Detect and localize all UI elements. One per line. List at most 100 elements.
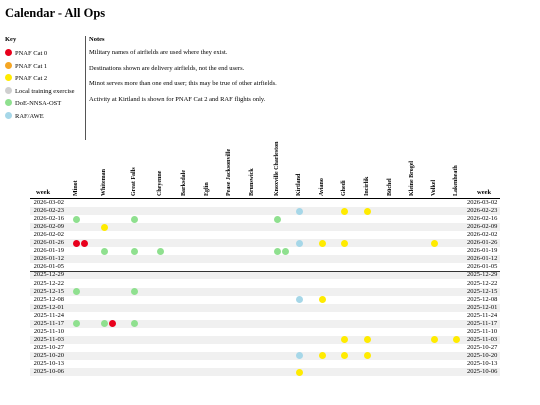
table-row: [30, 207, 500, 216]
key-item: PNAF Cat 2: [5, 74, 47, 83]
event-dot: [101, 223, 108, 231]
week-label: 2025-10-20: [33, 351, 64, 359]
column-header: Minot: [73, 180, 79, 196]
week-label: 2025-11-24: [467, 311, 498, 319]
week-label: 2025-10-13: [467, 360, 498, 367]
week-label: 2026-02-23: [33, 207, 64, 215]
key-item: PNAF Cat 0: [5, 49, 47, 58]
week-label: 2025-10-06: [467, 368, 498, 376]
event-dot: [364, 207, 371, 215]
week-label: 2026-02-16: [33, 215, 64, 223]
week-label: 2025-11-03: [467, 335, 498, 343]
week-label: 2025-10-27: [467, 343, 498, 351]
table-row: [30, 351, 500, 360]
week-label: 2026-01-26: [33, 239, 64, 247]
key-item-label: PNAF Cat 0: [15, 50, 48, 57]
event-dot: [431, 336, 438, 344]
event-dot: [296, 207, 303, 215]
table-row: [30, 335, 500, 344]
week-label: 2026-01-05: [467, 263, 498, 271]
column-header: Eglin: [204, 182, 210, 196]
event-dot: [341, 239, 348, 247]
key-item-label: PNAF Cat 2: [15, 75, 48, 83]
key-notes-panel: Key Notes PNAF Cat 0 PNAF Cat 1 PNAF Cat 2…: [5, 36, 305, 140]
table-row: [30, 296, 500, 304]
week-label: 2026-01-26: [467, 239, 498, 247]
table-row: [30, 223, 500, 232]
event-dot: [157, 247, 164, 255]
legend-dot-icon: [5, 61, 12, 69]
event-dot: [296, 368, 303, 376]
key-heading: Key: [5, 36, 17, 43]
table-row: [30, 215, 500, 223]
event-dot: [341, 207, 348, 215]
legend-dot-icon: [5, 86, 12, 94]
week-label: 2025-11-24: [33, 311, 64, 319]
event-dot: [73, 320, 80, 328]
header-divider: [30, 198, 500, 199]
event-dot: [109, 320, 116, 328]
key-item-label: DoE-NNSA-OST: [15, 100, 62, 108]
event-dot: [319, 239, 326, 247]
event-dot: [453, 336, 460, 344]
column-header: Aviano: [319, 178, 325, 196]
week-label: 2026-01-12: [33, 255, 64, 263]
week-label: 2025-12-22: [467, 279, 498, 287]
key-item-label: RAF/AWE: [15, 113, 44, 120]
event-dot: [131, 288, 138, 296]
week-label: 2025-12-29: [467, 271, 498, 279]
week-label: 2025-12-15: [33, 287, 64, 295]
key-item-label: PNAF Cat 1: [15, 62, 48, 70]
table-row: [30, 271, 500, 280]
column-header: Whiteman: [101, 169, 107, 196]
key-notes-divider: [85, 36, 86, 140]
legend-dot-icon: [5, 99, 12, 107]
week-label: 2025-12-08: [467, 295, 498, 303]
legend-dot-icon: [5, 74, 12, 82]
table-row: [30, 280, 500, 288]
column-header: Brunswick: [249, 168, 255, 196]
column-header: Büchel: [387, 178, 393, 196]
table-row: [30, 344, 500, 352]
event-dot: [274, 215, 281, 223]
week-column-header-left: week: [36, 189, 51, 196]
week-label: 2025-10-06: [33, 368, 64, 376]
week-label: 2025-12-15: [467, 287, 498, 295]
event-dot: [431, 239, 438, 247]
week-label: 2025-12-08: [33, 295, 64, 303]
event-dot: [282, 247, 289, 255]
key-item: PNAF Cat 1: [5, 61, 48, 71]
column-header: Incirlik: [364, 176, 370, 196]
event-dot: [131, 215, 138, 223]
week-label: 2025-11-10: [467, 327, 498, 335]
event-dot: [81, 239, 88, 247]
week-label: 2025-10-20: [467, 351, 498, 359]
week-label: 2026-03-02: [467, 199, 498, 206]
table-row: [30, 231, 500, 239]
event-dot: [341, 336, 348, 344]
table-row: [30, 263, 500, 271]
week-label: 2025-11-17: [467, 319, 498, 327]
week-label: 2026-01-05: [33, 263, 64, 271]
week-label: 2025-10-13: [33, 360, 64, 367]
week-label: 2026-02-16: [467, 215, 498, 223]
event-dot: [73, 239, 80, 247]
note-item: Destinations shown are delivery airfield…: [89, 64, 245, 72]
week-label: 2025-10-27: [33, 343, 64, 351]
note-item: Minot serves more than one end user; thi…: [89, 80, 277, 87]
week-label: 2025-11-03: [33, 335, 64, 343]
column-header: Volkel: [431, 179, 437, 196]
table-row: [30, 255, 500, 264]
week-column-header-right: week: [477, 189, 492, 196]
week-label: 2026-01-19: [33, 247, 64, 255]
event-dot: [296, 296, 303, 304]
week-label: 2025-12-22: [33, 279, 64, 287]
page-title: Calendar - All Ops: [5, 6, 106, 20]
key-item: DoE-NNSA-OST: [5, 99, 61, 108]
week-label: 2026-01-12: [467, 255, 498, 263]
column-header: Kleine Brogel: [409, 160, 415, 196]
column-header: Ghedi: [341, 180, 347, 196]
key-item: Local training exercise: [5, 86, 75, 96]
legend-dot-icon: [5, 49, 12, 56]
